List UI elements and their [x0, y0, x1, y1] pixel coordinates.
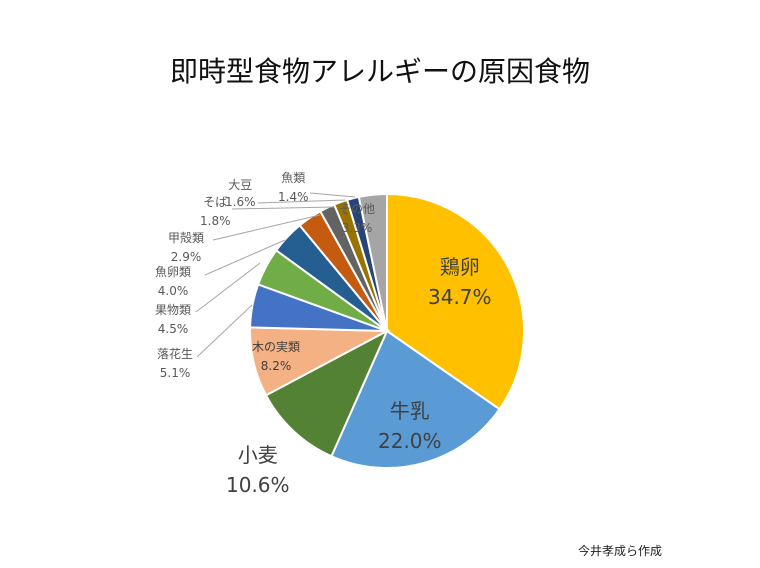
label-nuts: 木の実類 8.2% — [252, 340, 301, 373]
label-wheat: 小麦 10.6% — [226, 443, 290, 497]
pie-slice-1 — [330, 329, 501, 469]
credit: 今井孝成ら作成 — [578, 544, 663, 558]
label-milk: 牛乳 22.0% — [378, 399, 442, 453]
label-soba: そば 1.8% — [200, 195, 231, 228]
label-egg: 鶏卵 34.7% — [428, 255, 492, 309]
pie-slice-0 — [386, 192, 525, 411]
label-soy: 大豆 1.6% — [225, 178, 256, 209]
chart-title: 即時型食物アレルギーの原因食物 — [169, 55, 590, 88]
label-peanut: 落花生 5.1% — [157, 347, 194, 380]
pie-slice-2 — [264, 328, 390, 458]
leader-lines — [195, 192, 356, 358]
label-other: その他 3.3% — [339, 202, 376, 235]
pie-slice-11 — [357, 192, 388, 332]
label-crustacean: 甲殻類 2.9% — [168, 231, 205, 264]
label-roe: 魚卵類 4.0% — [155, 265, 192, 298]
label-fruit: 果物類 4.5% — [155, 303, 192, 336]
label-fish: 魚類 1.4% — [278, 171, 309, 204]
